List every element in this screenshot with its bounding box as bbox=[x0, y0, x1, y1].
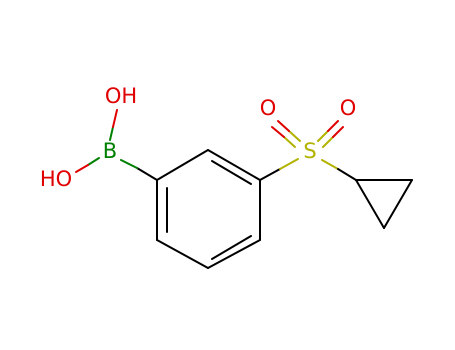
atom-label: HO bbox=[40, 167, 72, 191]
bond bbox=[283, 136, 296, 148]
bond bbox=[337, 168, 357, 181]
bond bbox=[207, 239, 261, 269]
atom-label: O bbox=[260, 96, 277, 120]
bond bbox=[277, 120, 290, 132]
bond bbox=[156, 239, 209, 269]
bond bbox=[156, 149, 209, 181]
bond bbox=[332, 126, 344, 138]
bond bbox=[211, 235, 252, 260]
bond bbox=[207, 149, 261, 181]
bond bbox=[112, 109, 118, 128]
bond bbox=[271, 126, 285, 138]
atom-label: S bbox=[303, 139, 316, 163]
atom-label: B bbox=[103, 139, 117, 163]
bond bbox=[322, 136, 334, 148]
bond bbox=[136, 167, 158, 181]
bond bbox=[317, 130, 329, 142]
bond bbox=[109, 126, 114, 141]
bond bbox=[120, 159, 138, 169]
atom-label: O bbox=[340, 96, 357, 120]
bonds bbox=[75, 109, 413, 269]
bond bbox=[87, 157, 100, 166]
bond bbox=[211, 160, 252, 185]
atom-label: OH bbox=[105, 84, 137, 108]
bond bbox=[383, 179, 413, 229]
bond bbox=[321, 159, 339, 170]
bond bbox=[279, 158, 299, 170]
bond bbox=[288, 130, 301, 142]
bond bbox=[259, 168, 281, 181]
bond bbox=[327, 120, 339, 132]
bond bbox=[75, 164, 89, 173]
bond bbox=[355, 179, 385, 229]
